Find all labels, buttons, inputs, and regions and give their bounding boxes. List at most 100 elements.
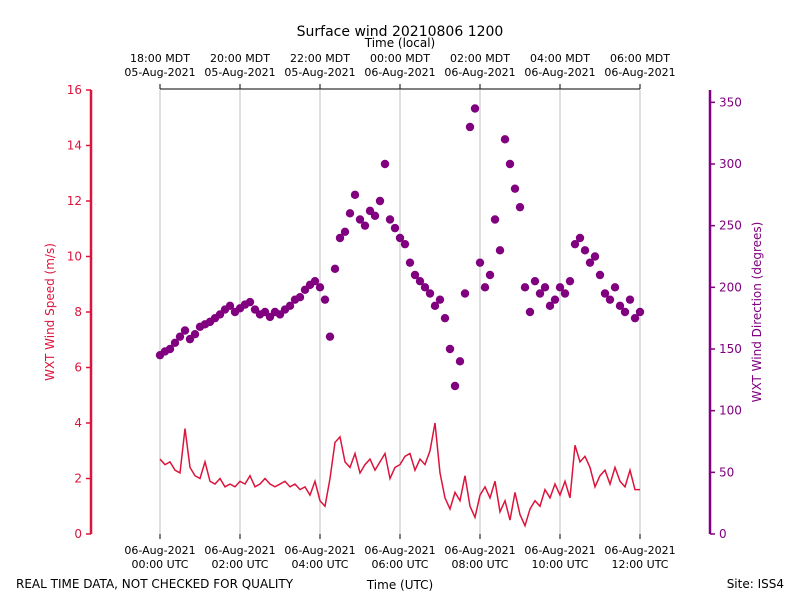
- direction-point: [370, 211, 380, 220]
- x-tick-label: 06-Aug-2021 04:00 UTC: [284, 544, 355, 571]
- direction-point: [190, 330, 200, 339]
- direction-point: [600, 289, 610, 298]
- direction-point: [375, 196, 385, 206]
- direction-point: [355, 215, 365, 224]
- direction-point: [500, 135, 510, 144]
- direction-point: [330, 264, 340, 274]
- direction-point: [320, 295, 330, 304]
- direction-point: [520, 283, 530, 292]
- y2-tick-label: 350: [719, 95, 742, 109]
- y-tick-label: 14: [67, 139, 82, 153]
- direction-point: [480, 283, 490, 292]
- direction-point: [455, 357, 465, 366]
- direction-point: [495, 246, 505, 255]
- x-axis-label: Time (UTC): [366, 578, 433, 592]
- direction-point: [225, 301, 235, 311]
- direction-point: [345, 209, 355, 218]
- direction-point: [540, 283, 550, 292]
- direction-point: [485, 270, 495, 280]
- y2-tick-label: 200: [719, 280, 742, 294]
- x-tick-label: 06-Aug-2021 10:00 UTC: [524, 544, 595, 571]
- direction-point: [615, 301, 625, 311]
- y-tick-label: 6: [74, 361, 82, 375]
- direction-point: [175, 332, 185, 341]
- direction-point: [180, 326, 190, 335]
- y2-tick-label: 100: [719, 404, 742, 418]
- direction-point: [565, 276, 575, 286]
- direction-point: [335, 233, 345, 243]
- direction-point: [450, 381, 460, 391]
- direction-point: [440, 313, 450, 323]
- direction-point: [475, 258, 485, 267]
- direction-point: [590, 252, 600, 261]
- direction-point: [385, 215, 395, 224]
- direction-point: [585, 258, 595, 267]
- x-tick-label: 06-Aug-2021 08:00 UTC: [444, 544, 515, 571]
- direction-point: [635, 307, 645, 317]
- x2-tick-label: 20:00 MDT 05-Aug-2021: [204, 52, 275, 79]
- x2-tick-label: 22:00 MDT 05-Aug-2021: [284, 52, 355, 79]
- y2-tick-label: 300: [719, 157, 742, 171]
- direction-point: [425, 289, 435, 298]
- direction-point: [570, 239, 580, 249]
- footer-left: REAL TIME DATA, NOT CHECKED FOR QUALITY: [16, 577, 294, 591]
- direction-point: [395, 233, 405, 243]
- direction-point: [510, 184, 520, 193]
- direction-point: [420, 283, 430, 292]
- direction-point: [530, 276, 540, 286]
- direction-point: [505, 159, 515, 169]
- x-tick-label: 06-Aug-2021 00:00 UTC: [124, 544, 195, 571]
- direction-point: [380, 159, 390, 169]
- direction-point: [515, 202, 525, 212]
- direction-point: [490, 215, 500, 224]
- direction-point: [405, 258, 415, 267]
- y-tick-label: 2: [74, 472, 82, 486]
- direction-point: [360, 221, 370, 230]
- direction-point: [575, 233, 585, 243]
- y-tick-label: 8: [74, 305, 82, 319]
- direction-point: [310, 276, 320, 286]
- y2-axis-label: WXT Wind Direction (degrees): [750, 222, 764, 403]
- y2-tick-label: 0: [719, 527, 727, 541]
- x2-tick-label: 04:00 MDT 06-Aug-2021: [524, 52, 595, 79]
- speed-line: [159, 422, 640, 528]
- direction-point: [465, 122, 475, 132]
- direction-point: [630, 313, 640, 323]
- direction-point: [625, 295, 635, 304]
- direction-point: [410, 270, 420, 280]
- direction-point: [165, 344, 175, 354]
- direction-point: [350, 190, 360, 200]
- direction-point: [525, 307, 535, 317]
- x-tick-label: 06-Aug-2021 12:00 UTC: [604, 544, 675, 571]
- direction-point: [170, 338, 180, 348]
- direction-point: [610, 283, 620, 292]
- x2-tick-label: 00:00 MDT 06-Aug-2021: [364, 52, 435, 79]
- direction-point: [580, 246, 590, 255]
- y2-tick-label: 50: [719, 465, 734, 479]
- direction-point: [285, 301, 295, 311]
- direction-point: [535, 289, 545, 298]
- x2-tick-label: 18:00 MDT 05-Aug-2021: [124, 52, 195, 79]
- y-axis-label: WXT Wind Speed (m/s): [43, 243, 57, 381]
- direction-point: [470, 104, 480, 113]
- y-tick-label: 16: [67, 83, 82, 97]
- direction-point: [390, 223, 400, 233]
- y-tick-label: 4: [74, 416, 82, 430]
- x-tick-label: 06-Aug-2021 06:00 UTC: [364, 544, 435, 571]
- footer-right: Site: ISS4: [727, 577, 784, 591]
- direction-point: [595, 270, 605, 280]
- y2-tick-label: 150: [719, 342, 742, 356]
- direction-point: [620, 307, 630, 317]
- direction-point: [555, 283, 565, 292]
- x-tick-label: 06-Aug-2021 02:00 UTC: [204, 544, 275, 571]
- direction-point: [445, 344, 455, 354]
- direction-point: [325, 332, 335, 341]
- direction-point: [545, 301, 555, 311]
- y-tick-label: 0: [74, 527, 82, 541]
- direction-point: [605, 295, 615, 304]
- direction-point: [435, 295, 445, 304]
- direction-point: [460, 289, 470, 298]
- x2-tick-label: 02:00 MDT 06-Aug-2021: [444, 52, 515, 79]
- direction-point: [430, 301, 440, 311]
